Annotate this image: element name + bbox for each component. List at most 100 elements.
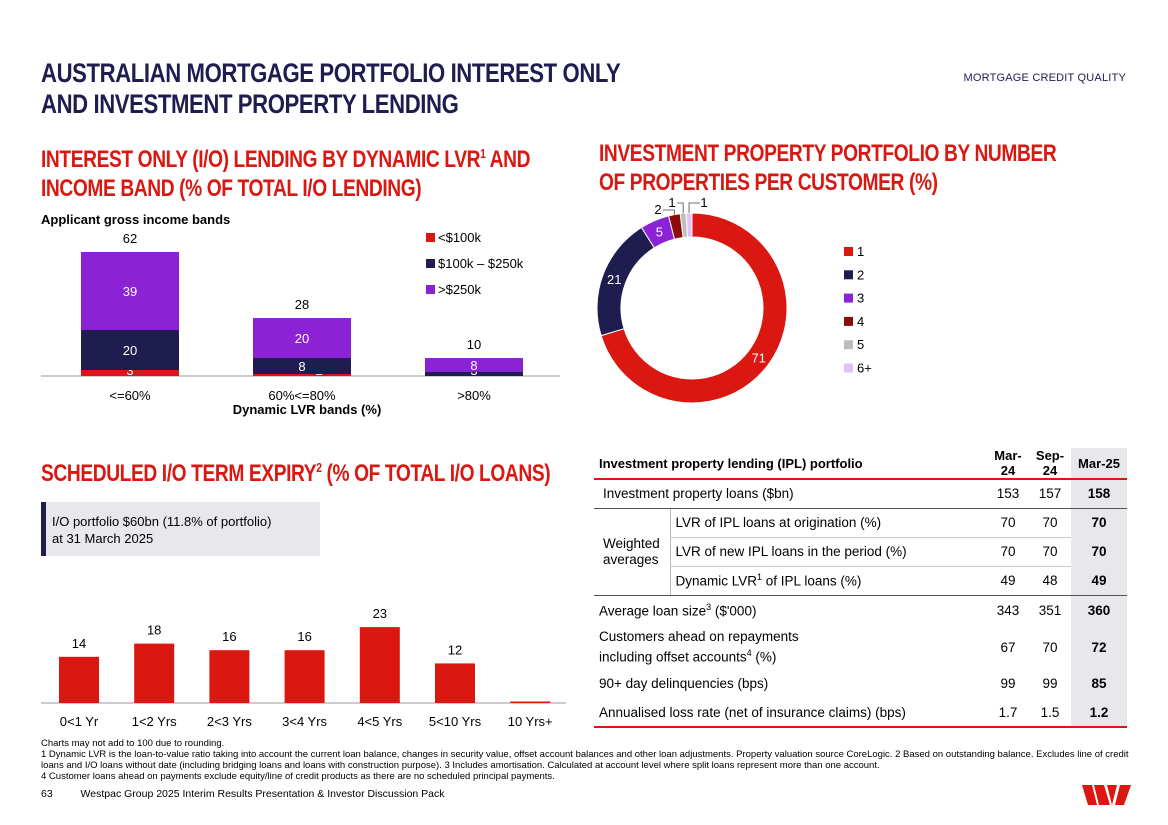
stacked-bar-data-label: 20 (123, 343, 137, 358)
stacked-bar-segment (81, 330, 179, 370)
stacked-x-tick-label: >80% (457, 388, 491, 403)
cell: 99 (1042, 676, 1058, 691)
io-lvr-title-line2: INCOME BAND (% OF TOTAL I/O LENDING) (41, 175, 422, 202)
donut-legend-label: 6+ (857, 361, 872, 376)
row-label-a: Dynamic LVR (675, 573, 758, 589)
donut-data-label: 1 (668, 195, 675, 210)
expiry-title-tail: (% OF TOTAL I/O LOANS) (321, 460, 551, 487)
stacked-bar-total-label: 10 (467, 337, 481, 352)
stacked-bar-data-label: 20 (295, 331, 309, 346)
row-label: Dynamic LVR1 of IPL loans (%) (670, 566, 987, 596)
cell: 49 (987, 566, 1029, 596)
page-title: AUSTRALIAN MORTGAGE PORTFOLIO INTEREST O… (41, 58, 621, 120)
row-label: Investment property loans ($bn) (594, 479, 987, 509)
io-expiry-bar-chart: 14 0<1 Yr 18 1<2 Yrs 16 2<3 Yrs 16 3<4 Yrs 23 4<5… (41, 606, 566, 729)
row-label: 90+ day delinquencies (bps) (599, 676, 769, 691)
cell: 70 (987, 537, 1029, 567)
donut-legend-label: 1 (857, 244, 864, 259)
expiry-data-label: 12 (448, 642, 462, 657)
table-row: Weighted averages LVR of IPL loans at or… (594, 508, 1127, 596)
row-label: Annualised loss rate (net of insurance c… (594, 698, 987, 728)
expiry-x-tick-label: 5<10 Yrs (429, 714, 482, 729)
table-row: 90+ day delinquencies (bps) 99 99 85 (594, 669, 1127, 698)
page-number: 63 (41, 788, 53, 800)
expiry-title: SCHEDULED I/O TERM EXPIRY2 (% OF TOTAL I… (41, 453, 551, 488)
expiry-data-label: 16 (297, 629, 311, 644)
stacked-bar-segment (253, 358, 351, 374)
cell-highlight: 360 (1071, 595, 1127, 625)
legend-swatch (426, 285, 435, 294)
expiry-x-tick-label: 3<4 Yrs (282, 714, 327, 729)
cell: 153 (987, 479, 1029, 509)
expiry-x-tick-label: 4<5 Yrs (357, 714, 402, 729)
stacked-bar-data-label: 8 (298, 359, 305, 374)
stacked-bar-segment (253, 374, 351, 376)
donut-leader-line (677, 202, 684, 214)
weighted-label-1: Weighted (603, 535, 660, 551)
ipp-title: INVESTMENT PROPERTY PORTFOLIO BY NUMBER … (599, 139, 1057, 197)
donut-legend-label: 3 (857, 291, 864, 306)
donut-legend-swatch (844, 247, 853, 256)
cell: 1.5 (1029, 698, 1071, 728)
expiry-title-text: SCHEDULED I/O TERM EXPIRY (41, 460, 317, 487)
document-title: Westpac Group 2025 Interim Results Prese… (80, 788, 445, 800)
weighted-label-2: averages (603, 551, 659, 567)
table-row: LVR of new IPL loans in the period (%) 7… (594, 537, 1127, 567)
row-label-c: (%) (751, 649, 777, 665)
stacked-bar-segment (81, 370, 179, 376)
col-mar25: Mar-25 (1071, 448, 1127, 480)
stacked-bar-data-label: 39 (123, 284, 137, 299)
cell-highlight: 1.2 (1071, 698, 1127, 728)
stacked-bar-data-label: 3 (126, 363, 133, 378)
expiry-x-tick-label: 2<3 Yrs (207, 714, 252, 729)
row-label-b: of IPL loans (%) (762, 573, 862, 589)
stacked-bar-data-label: 8 (470, 358, 477, 373)
cell: 70 (1042, 639, 1058, 655)
row-label-sup: 3 (706, 602, 712, 612)
cell-highlight: 70 (1071, 537, 1127, 566)
stacked-bar-segment (425, 372, 523, 376)
donut-legend-label: 4 (857, 314, 864, 329)
ipp-title-line1: INVESTMENT PROPERTY PORTFOLIO BY NUMBER (599, 140, 1057, 167)
donut-data-label: 2 (654, 202, 661, 217)
stacked-x-tick-label: 60%<=80% (268, 388, 336, 403)
legend-label: >$250k (438, 282, 482, 297)
legend-swatch (426, 259, 435, 268)
page-title-line2: AND INVESTMENT PROPERTY LENDING (41, 89, 459, 119)
expiry-x-tick-label: 1<2 Yrs (132, 714, 177, 729)
stacked-x-axis-title: Dynamic LVR bands (%) (233, 402, 382, 417)
cell-highlight: 158 (1071, 479, 1127, 509)
cell: 343 (996, 602, 1020, 618)
row-label-a: Customers ahead on repayments (599, 628, 799, 644)
donut-slice (600, 212, 788, 404)
donut-slice (596, 226, 655, 337)
legend-label: $100k – $250k (438, 256, 524, 271)
donut-leader-line (688, 202, 700, 214)
table-row: Dynamic LVR1 of IPL loans (%) 49 48 49 (594, 566, 1127, 596)
stacked-bar-total-label: 28 (295, 297, 309, 312)
io-portfolio-callout: I/O portfolio $60bn (11.8% of portfolio)… (41, 502, 320, 556)
expiry-data-label: 16 (222, 629, 236, 644)
stacked-bar-total-label: 62 (123, 231, 137, 246)
legend-swatch (426, 233, 435, 242)
row-label-a: Average loan size (599, 603, 707, 619)
donut-leader-line (663, 209, 675, 215)
westpac-logo (1082, 785, 1131, 805)
stacked-x-tick-label: <=60% (109, 388, 151, 403)
expiry-bar (284, 650, 325, 703)
cell: 67 (1000, 639, 1016, 655)
row-label-sup: 1 (757, 572, 763, 583)
row-label: LVR of IPL loans at origination (%) (670, 508, 987, 538)
cell-highlight: 49 (1071, 566, 1127, 596)
stacked-bar-segment (81, 252, 179, 330)
expiry-bar (435, 663, 475, 703)
expiry-bar (510, 701, 551, 703)
donut-legend-label: 2 (857, 267, 864, 282)
row-label-b: ($'000) (711, 603, 757, 619)
expiry-data-label: 14 (72, 636, 86, 651)
cell: 70 (1029, 508, 1071, 538)
section-tag: MORTGAGE CREDIT QUALITY (963, 72, 1126, 84)
row-label: Average loan size3 ($'000) (594, 595, 987, 625)
row-label: LVR of new IPL loans in the period (%) (670, 537, 987, 567)
row-label: Customers ahead on repayments including … (594, 625, 987, 669)
